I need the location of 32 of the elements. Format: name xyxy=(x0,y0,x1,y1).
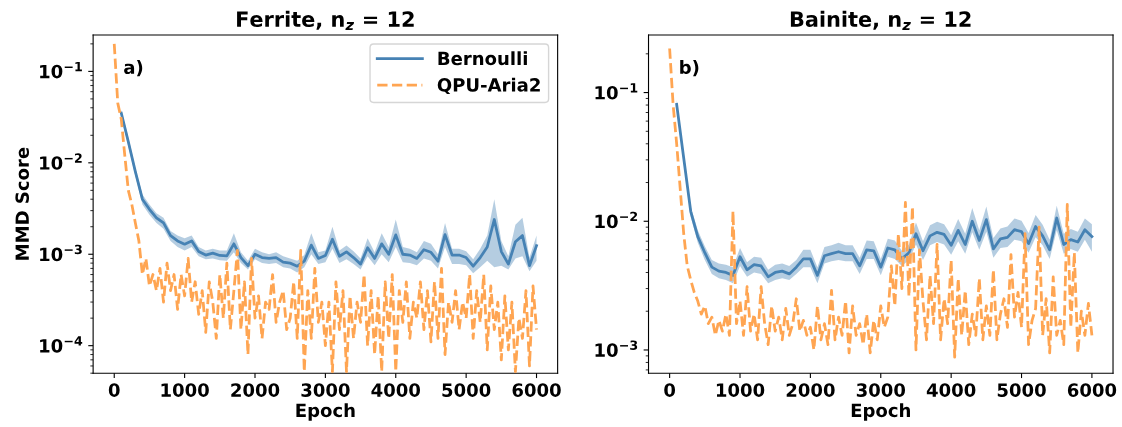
x-tick-label: 5000 xyxy=(442,383,491,397)
line-series xyxy=(668,47,1094,359)
chart-title: Bainite, n$_{z}$ = 12 xyxy=(790,10,971,31)
x-tick-label: 2000 xyxy=(231,383,280,397)
x-tick-label: 5000 xyxy=(997,383,1046,397)
x-axis-title: Epoch xyxy=(296,403,355,421)
x-tick-label: 1000 xyxy=(161,383,209,397)
x-axis-title: Epoch xyxy=(851,403,910,421)
x-tick-label: 6000 xyxy=(1067,383,1117,397)
x-tick-label: 4000 xyxy=(371,383,421,397)
annotation: a) xyxy=(124,60,143,77)
x-tick-label: 0 xyxy=(664,383,676,397)
legend-label: QPU-Aria2 xyxy=(437,77,540,95)
x-tick-label: 6000 xyxy=(512,383,561,397)
y-axis-title: MMD Score xyxy=(15,147,30,260)
line-series xyxy=(112,42,538,374)
chart-title: Ferrite, n$_{z}$ = 12 xyxy=(237,10,414,31)
x-tick-label: 2000 xyxy=(786,383,835,397)
x-tick-label: 1000 xyxy=(716,383,765,397)
y-tick-label: 10$^{−2}$ xyxy=(40,153,82,170)
x-tick-label: 4000 xyxy=(926,383,976,397)
x-tick-label: 3000 xyxy=(301,383,350,397)
annotation: b) xyxy=(680,60,699,77)
y-tick-label: 10$^{−4}$ xyxy=(40,336,83,353)
y-tick-label: 10$^{−1}$ xyxy=(595,83,638,100)
y-tick-label: 10$^{−1}$ xyxy=(40,62,82,79)
y-tick-label: 10$^{−2}$ xyxy=(595,211,638,229)
y-tick-label: 10$^{−3}$ xyxy=(40,244,82,262)
x-tick-label: 0 xyxy=(108,383,120,397)
legend-label: Bernoulli xyxy=(438,51,527,66)
x-tick-label: 3000 xyxy=(856,383,906,397)
y-tick-label: 10$^{−3}$ xyxy=(595,340,638,357)
